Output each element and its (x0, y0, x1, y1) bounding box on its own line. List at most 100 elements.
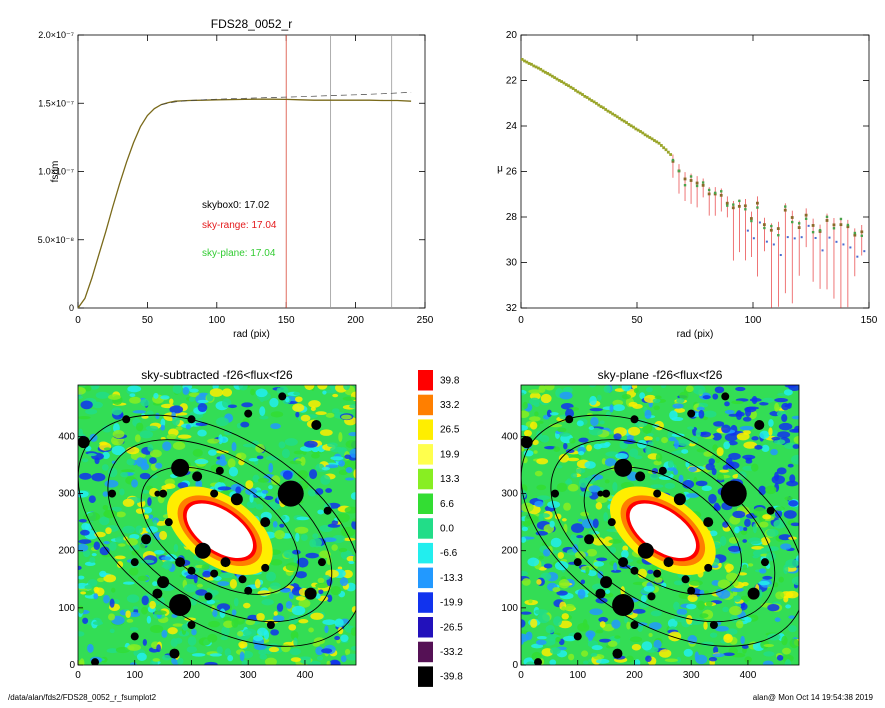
skyplane-xtick-label: 300 (683, 670, 700, 681)
skyplane-noise (776, 654, 784, 661)
skyplane-noise (788, 615, 796, 619)
skyplane-noise (652, 398, 661, 403)
skysub-noise (109, 541, 117, 552)
skysub-noise (292, 549, 301, 555)
skyplane-noise (588, 385, 597, 388)
colorbar-swatch (418, 444, 433, 465)
skysub-noise (101, 464, 109, 471)
skysub-noise (330, 585, 342, 596)
skyplane-noise (693, 385, 706, 395)
skysub-noise (307, 489, 317, 497)
skyplane-noise (533, 450, 538, 454)
skysub-noise (266, 571, 277, 582)
skysub-noise (308, 400, 321, 408)
skysub-noise (292, 403, 305, 412)
colorbar-swatch (418, 468, 433, 490)
mu-point (641, 131, 645, 135)
skysub-noise (99, 516, 110, 526)
skyplane-noise (582, 619, 588, 629)
skyplane-noise (528, 397, 540, 406)
skyplane-title: sky-plane -f26<flux<f26 (598, 368, 723, 382)
mu-point-skyplane (750, 219, 753, 223)
mu-point (539, 67, 543, 71)
skyplane-noise (595, 629, 604, 634)
skysub-noise (116, 511, 126, 518)
colorbar-swatch (418, 370, 433, 391)
skysub-noise (352, 518, 356, 522)
skyplane-masked-star (754, 420, 765, 430)
skyplane-noise (724, 401, 730, 407)
skyplane-noise (559, 391, 573, 400)
skysub-noise (141, 595, 149, 606)
skysub-noise (82, 458, 89, 463)
skyplane-noise (604, 592, 614, 598)
mu-point (743, 204, 747, 208)
skyplane-noise (628, 401, 638, 407)
fsum-ytick-label: 1.0×10⁻⁷ (38, 167, 74, 177)
skysub-noise (338, 469, 348, 476)
skyplane-noise (685, 493, 700, 498)
skysub-noise (235, 486, 242, 495)
skyplane-noise (570, 473, 578, 479)
mu-point (634, 127, 638, 131)
skysub-noise (103, 447, 112, 451)
skysub-noise (317, 509, 324, 515)
skysub-noise (270, 411, 284, 418)
skyplane-noise (724, 433, 738, 442)
skyplane-noise (580, 511, 590, 517)
colorbar-swatch (418, 542, 433, 564)
skyplane-noise (538, 555, 544, 560)
skyplane-noise (696, 448, 706, 453)
skyplane-masked-star (637, 542, 654, 559)
mu-point-skyplane (720, 190, 723, 193)
skysub-noise (191, 653, 206, 657)
skyplane-noise (522, 578, 531, 586)
skyplane-noise (678, 474, 684, 483)
skysub-noise (311, 452, 320, 459)
skysub-noise (188, 397, 196, 402)
skysub-masked-star (164, 518, 173, 527)
skyplane-noise (643, 435, 653, 441)
skyplane-noise (791, 415, 799, 420)
skysub-xtick-label: 400 (297, 670, 314, 681)
skyplane-noise (587, 570, 597, 577)
skysub-noise (149, 457, 157, 464)
skysub-noise (248, 458, 259, 462)
skysub-noise (172, 441, 186, 450)
skyplane-noise (782, 647, 791, 655)
skysub-noise (252, 474, 260, 483)
skyplane-noise (761, 444, 770, 453)
skyplane-noise (729, 605, 742, 616)
skysub-noise (185, 574, 198, 580)
skyplane-noise (701, 485, 712, 492)
skysub-noise (315, 463, 325, 472)
skyplane-noise (739, 425, 754, 431)
skyplane-noise (759, 402, 769, 406)
skyplane-noise (783, 389, 793, 396)
mu-point (737, 204, 741, 208)
skysub-noise (339, 577, 349, 586)
skysub-noise (353, 469, 356, 479)
skysub-noise (99, 546, 110, 556)
skysub-noise (87, 579, 98, 587)
skysub-noise (261, 490, 269, 494)
mu-point-skyplane (732, 203, 735, 206)
skysub-noise (351, 606, 356, 613)
skyplane-noise (732, 510, 746, 519)
skysub-noise (250, 388, 256, 396)
skysub-noise (111, 445, 126, 456)
skyplane-noise (689, 579, 703, 586)
skysub-noise (132, 606, 139, 610)
skysub-noise (268, 646, 280, 653)
mu-point (664, 148, 668, 152)
skysub-noise (340, 634, 349, 642)
skysub-noise (93, 586, 100, 593)
skysub-noise (103, 594, 110, 604)
skysub-noise (345, 467, 353, 474)
mu-point (562, 81, 566, 85)
skyplane-noise (645, 445, 652, 455)
mu-point (521, 57, 524, 61)
skysub-masked-star (244, 586, 253, 595)
skysub-noise (320, 429, 333, 436)
skyplane-noise (778, 422, 793, 431)
